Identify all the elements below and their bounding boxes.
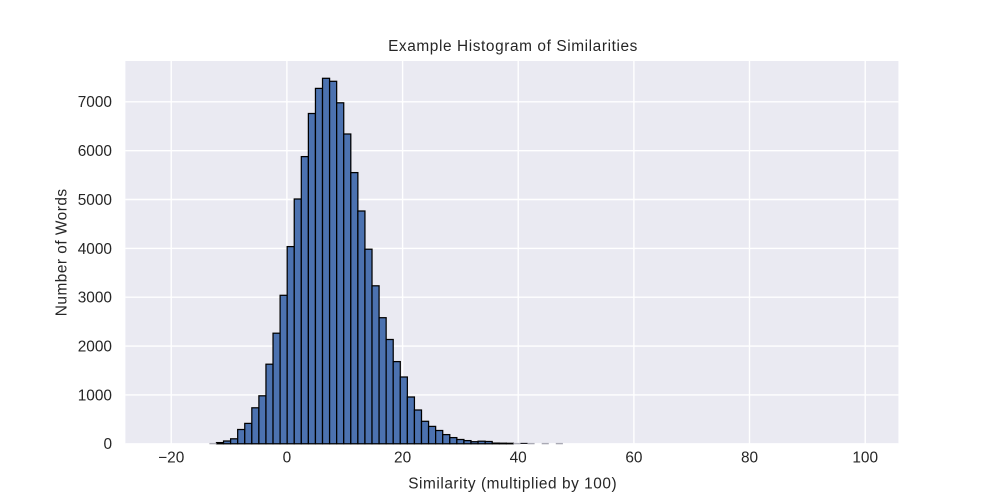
svg-text:Similarity (multiplied by 100): Similarity (multiplied by 100) (408, 475, 617, 492)
svg-text:0: 0 (103, 436, 112, 453)
svg-text:4000: 4000 (78, 241, 112, 258)
svg-text:Number of Words: Number of Words (54, 188, 71, 316)
svg-text:3000: 3000 (78, 290, 112, 307)
svg-text:−20: −20 (158, 450, 184, 467)
svg-text:60: 60 (625, 450, 642, 467)
svg-text:7000: 7000 (78, 94, 112, 111)
svg-text:5000: 5000 (78, 192, 112, 209)
svg-text:40: 40 (510, 450, 527, 467)
svg-text:2000: 2000 (78, 339, 112, 356)
svg-text:20: 20 (394, 450, 411, 467)
svg-text:80: 80 (741, 450, 758, 467)
svg-text:1000: 1000 (78, 387, 112, 404)
svg-text:6000: 6000 (78, 143, 112, 160)
svg-text:0: 0 (283, 450, 292, 467)
svg-text:100: 100 (852, 450, 878, 467)
svg-text:Example Histogram of Similarit: Example Histogram of Similarities (388, 38, 638, 55)
